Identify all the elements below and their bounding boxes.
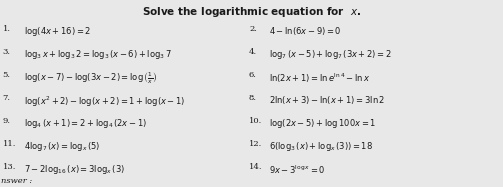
Text: $\log_3 x+\log_3 2=\log_3(x-6)+\log_3 7$: $\log_3 x+\log_3 2=\log_3(x-6)+\log_3 7$: [24, 48, 172, 61]
Text: 2.: 2.: [249, 25, 257, 33]
Text: $\log(x-7)-\log(3x-2)=\log\left(\frac{1}{x}\right)$: $\log(x-7)-\log(3x-2)=\log\left(\frac{1}…: [24, 71, 157, 86]
Text: 13.: 13.: [3, 163, 16, 171]
Text: $6(\log_3(x)+\log_x(3))=18$: $6(\log_3(x)+\log_x(3))=18$: [269, 140, 373, 153]
Text: nswer :: nswer :: [1, 177, 32, 185]
Text: 4.: 4.: [249, 48, 257, 56]
Text: 14.: 14.: [249, 163, 263, 171]
Text: $\log(x^2+2)-\log(x+2)=1+\log(x-1)$: $\log(x^2+2)-\log(x+2)=1+\log(x-1)$: [24, 94, 186, 109]
Text: $7-2\log_{16}(x)=3\log_x(3)$: $7-2\log_{16}(x)=3\log_x(3)$: [24, 163, 125, 176]
Text: 6.: 6.: [249, 71, 257, 79]
Text: 12.: 12.: [249, 140, 262, 148]
Text: 5.: 5.: [3, 71, 11, 79]
Text: Solve the logarithmic equation for  $x$.: Solve the logarithmic equation for $x$.: [142, 5, 361, 19]
Text: $4-\ln(6x-9)=0$: $4-\ln(6x-9)=0$: [269, 25, 342, 37]
Text: $\log(2x-5)+\log 100x=1$: $\log(2x-5)+\log 100x=1$: [269, 117, 376, 130]
Text: $\log(4x+16)=2$: $\log(4x+16)=2$: [24, 25, 92, 38]
Text: 7.: 7.: [3, 94, 11, 102]
Text: $4\log_7(x)=\log_x(5)$: $4\log_7(x)=\log_x(5)$: [24, 140, 101, 153]
Text: $9x-3^{\log x}=0$: $9x-3^{\log x}=0$: [269, 163, 325, 176]
Text: 3.: 3.: [3, 48, 11, 56]
Text: 11.: 11.: [3, 140, 16, 148]
Text: $\ln(2x+1)=\ln e^{\ln 4}-\ln x$: $\ln(2x+1)=\ln e^{\ln 4}-\ln x$: [269, 71, 371, 85]
Text: $\log_4(x+1)=2+\log_4(2x-1)$: $\log_4(x+1)=2+\log_4(2x-1)$: [24, 117, 147, 130]
Text: $2\ln(x+3)-\ln(x+1)=3\ln 2$: $2\ln(x+3)-\ln(x+1)=3\ln 2$: [269, 94, 385, 106]
Text: $\log_7(x-5)+\log_7(3x+2)=2$: $\log_7(x-5)+\log_7(3x+2)=2$: [269, 48, 392, 61]
Text: 8.: 8.: [249, 94, 257, 102]
Text: 1.: 1.: [3, 25, 11, 33]
Text: 9.: 9.: [3, 117, 11, 125]
Text: 10.: 10.: [249, 117, 262, 125]
